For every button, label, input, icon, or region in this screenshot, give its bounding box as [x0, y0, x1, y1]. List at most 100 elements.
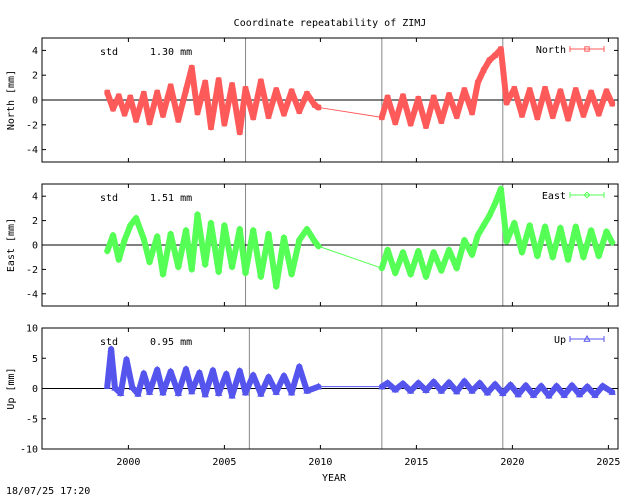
north-data-point-25 [273, 87, 279, 93]
north-data-point-31 [315, 104, 322, 111]
north-data-point-42 [454, 113, 460, 119]
up-std-value: 0.95 mm [150, 337, 192, 348]
north-data-point-15 [202, 79, 208, 86]
up-data-point-30 [303, 386, 311, 394]
up-data-point-29 [295, 362, 303, 370]
north-data-point-45 [475, 79, 481, 86]
north-series-segment-11 [175, 87, 189, 123]
east-std-value: 1.51 mm [150, 193, 192, 204]
up-data-point-43 [460, 377, 469, 384]
north-series-segment-44 [469, 79, 481, 116]
north-data-point-12 [183, 87, 189, 93]
up-data-point-42 [453, 387, 461, 395]
north-data-point-19 [229, 82, 235, 88]
up-data-point-16 [201, 390, 209, 398]
east-data-point-19 [228, 263, 236, 271]
x-tick-label-4: 2020 [500, 457, 524, 468]
east-data-point-23 [257, 273, 265, 281]
north-data-point-22 [250, 114, 256, 121]
north-data-point-38 [423, 123, 429, 129]
east-data-point-41 [445, 246, 453, 254]
up-data-point-13 [182, 365, 190, 372]
north-data-point-54 [534, 114, 541, 121]
north-data-point-3 [121, 110, 128, 117]
north-data-point-28 [296, 108, 302, 114]
up-data-point-40 [437, 386, 445, 394]
up-data-point-9 [153, 365, 161, 373]
up-series-segment-4 [123, 356, 136, 391]
east-data-point-10 [167, 230, 175, 238]
east-data-point-9 [159, 270, 167, 278]
east-data-point-31 [314, 242, 322, 250]
north-data-point-2 [116, 93, 122, 99]
east-data-point-30 [311, 237, 319, 245]
east-data-point-0 [103, 247, 111, 255]
east-data-point-61 [587, 226, 595, 234]
up-series [103, 345, 616, 399]
north-data-point-40 [438, 118, 445, 124]
up-data-point-5 [128, 383, 136, 390]
up-data-point-59 [583, 382, 591, 390]
north-series-segment-31 [317, 106, 383, 118]
east-legend-label: East [542, 191, 566, 202]
up-data-point-38 [422, 386, 430, 394]
north-data-point-1 [110, 105, 116, 112]
north-data-point-48 [492, 52, 498, 59]
east-y-tick-label-3: -2 [26, 265, 38, 276]
x-axis-label: YEAR [322, 473, 347, 484]
north-data-point-9 [160, 112, 166, 118]
panels-group: 4 2 0 -2 -4 North [mm] std 1.30 mm North 4 2 0 -2 -4 E… [6, 37, 620, 468]
east-data-point-27 [288, 270, 296, 278]
east-data-point-60 [579, 253, 587, 261]
up-data-point-50 [514, 390, 522, 398]
east-data-point-39 [430, 248, 438, 256]
up-data-point-31 [314, 382, 323, 390]
up-data-point-3 [117, 389, 125, 397]
up-data-point-61 [599, 382, 607, 389]
up-data-point-47 [491, 380, 499, 387]
north-data-point-21 [242, 86, 249, 92]
x-tick-label-3: 2015 [404, 457, 428, 468]
up-data-point-37 [414, 379, 422, 386]
timestamp: 18/07/25 17:20 [6, 486, 90, 496]
up-y-axis-label: Up [mm] [6, 367, 17, 409]
up-data-point-6 [134, 389, 142, 397]
east-data-point-49 [497, 185, 505, 193]
east-y-tick-label-2: 0 [32, 241, 38, 252]
east-y-axis-label: East [mm] [6, 218, 17, 272]
east-data-point-53 [526, 221, 534, 229]
up-std-label: std [100, 337, 118, 348]
east-y-tick-label-4: -4 [26, 289, 38, 300]
up-data-point-39 [430, 377, 438, 385]
east-data-point-33 [384, 246, 392, 254]
up-data-point-12 [174, 389, 182, 397]
east-data-point-46 [480, 221, 488, 229]
up-y-tick-label-1: 5 [32, 354, 38, 365]
east-data-point-36 [407, 270, 415, 278]
north-y-tick-label-2: 0 [32, 96, 38, 107]
east-data-point-44 [468, 251, 476, 259]
east-data-point-40 [437, 267, 445, 275]
north-legend-label: North [536, 45, 566, 56]
up-data-point-62 [608, 388, 616, 395]
north-data-point-53 [526, 87, 533, 93]
north-data-point-13 [189, 65, 195, 71]
east-data-point-11 [174, 263, 182, 271]
north-legend-marker [584, 46, 590, 52]
east-data-point-15 [201, 261, 209, 269]
north-data-point-58 [565, 115, 571, 122]
east-data-point-54 [533, 252, 541, 260]
east-data-point-59 [572, 223, 580, 231]
north-data-point-37 [415, 96, 422, 102]
north-data-point-16 [208, 124, 214, 130]
north-data-point-8 [154, 89, 160, 96]
x-tick-label-0: 2000 [116, 457, 140, 468]
up-data-point-28 [287, 388, 296, 396]
up-y-tick-label-2: 0 [32, 384, 38, 395]
east-data-point-12 [182, 226, 190, 234]
north-data-point-35 [400, 93, 406, 99]
east-data-point-45 [474, 231, 482, 239]
up-data-point-4 [122, 355, 131, 363]
north-std-label: std [100, 47, 118, 58]
